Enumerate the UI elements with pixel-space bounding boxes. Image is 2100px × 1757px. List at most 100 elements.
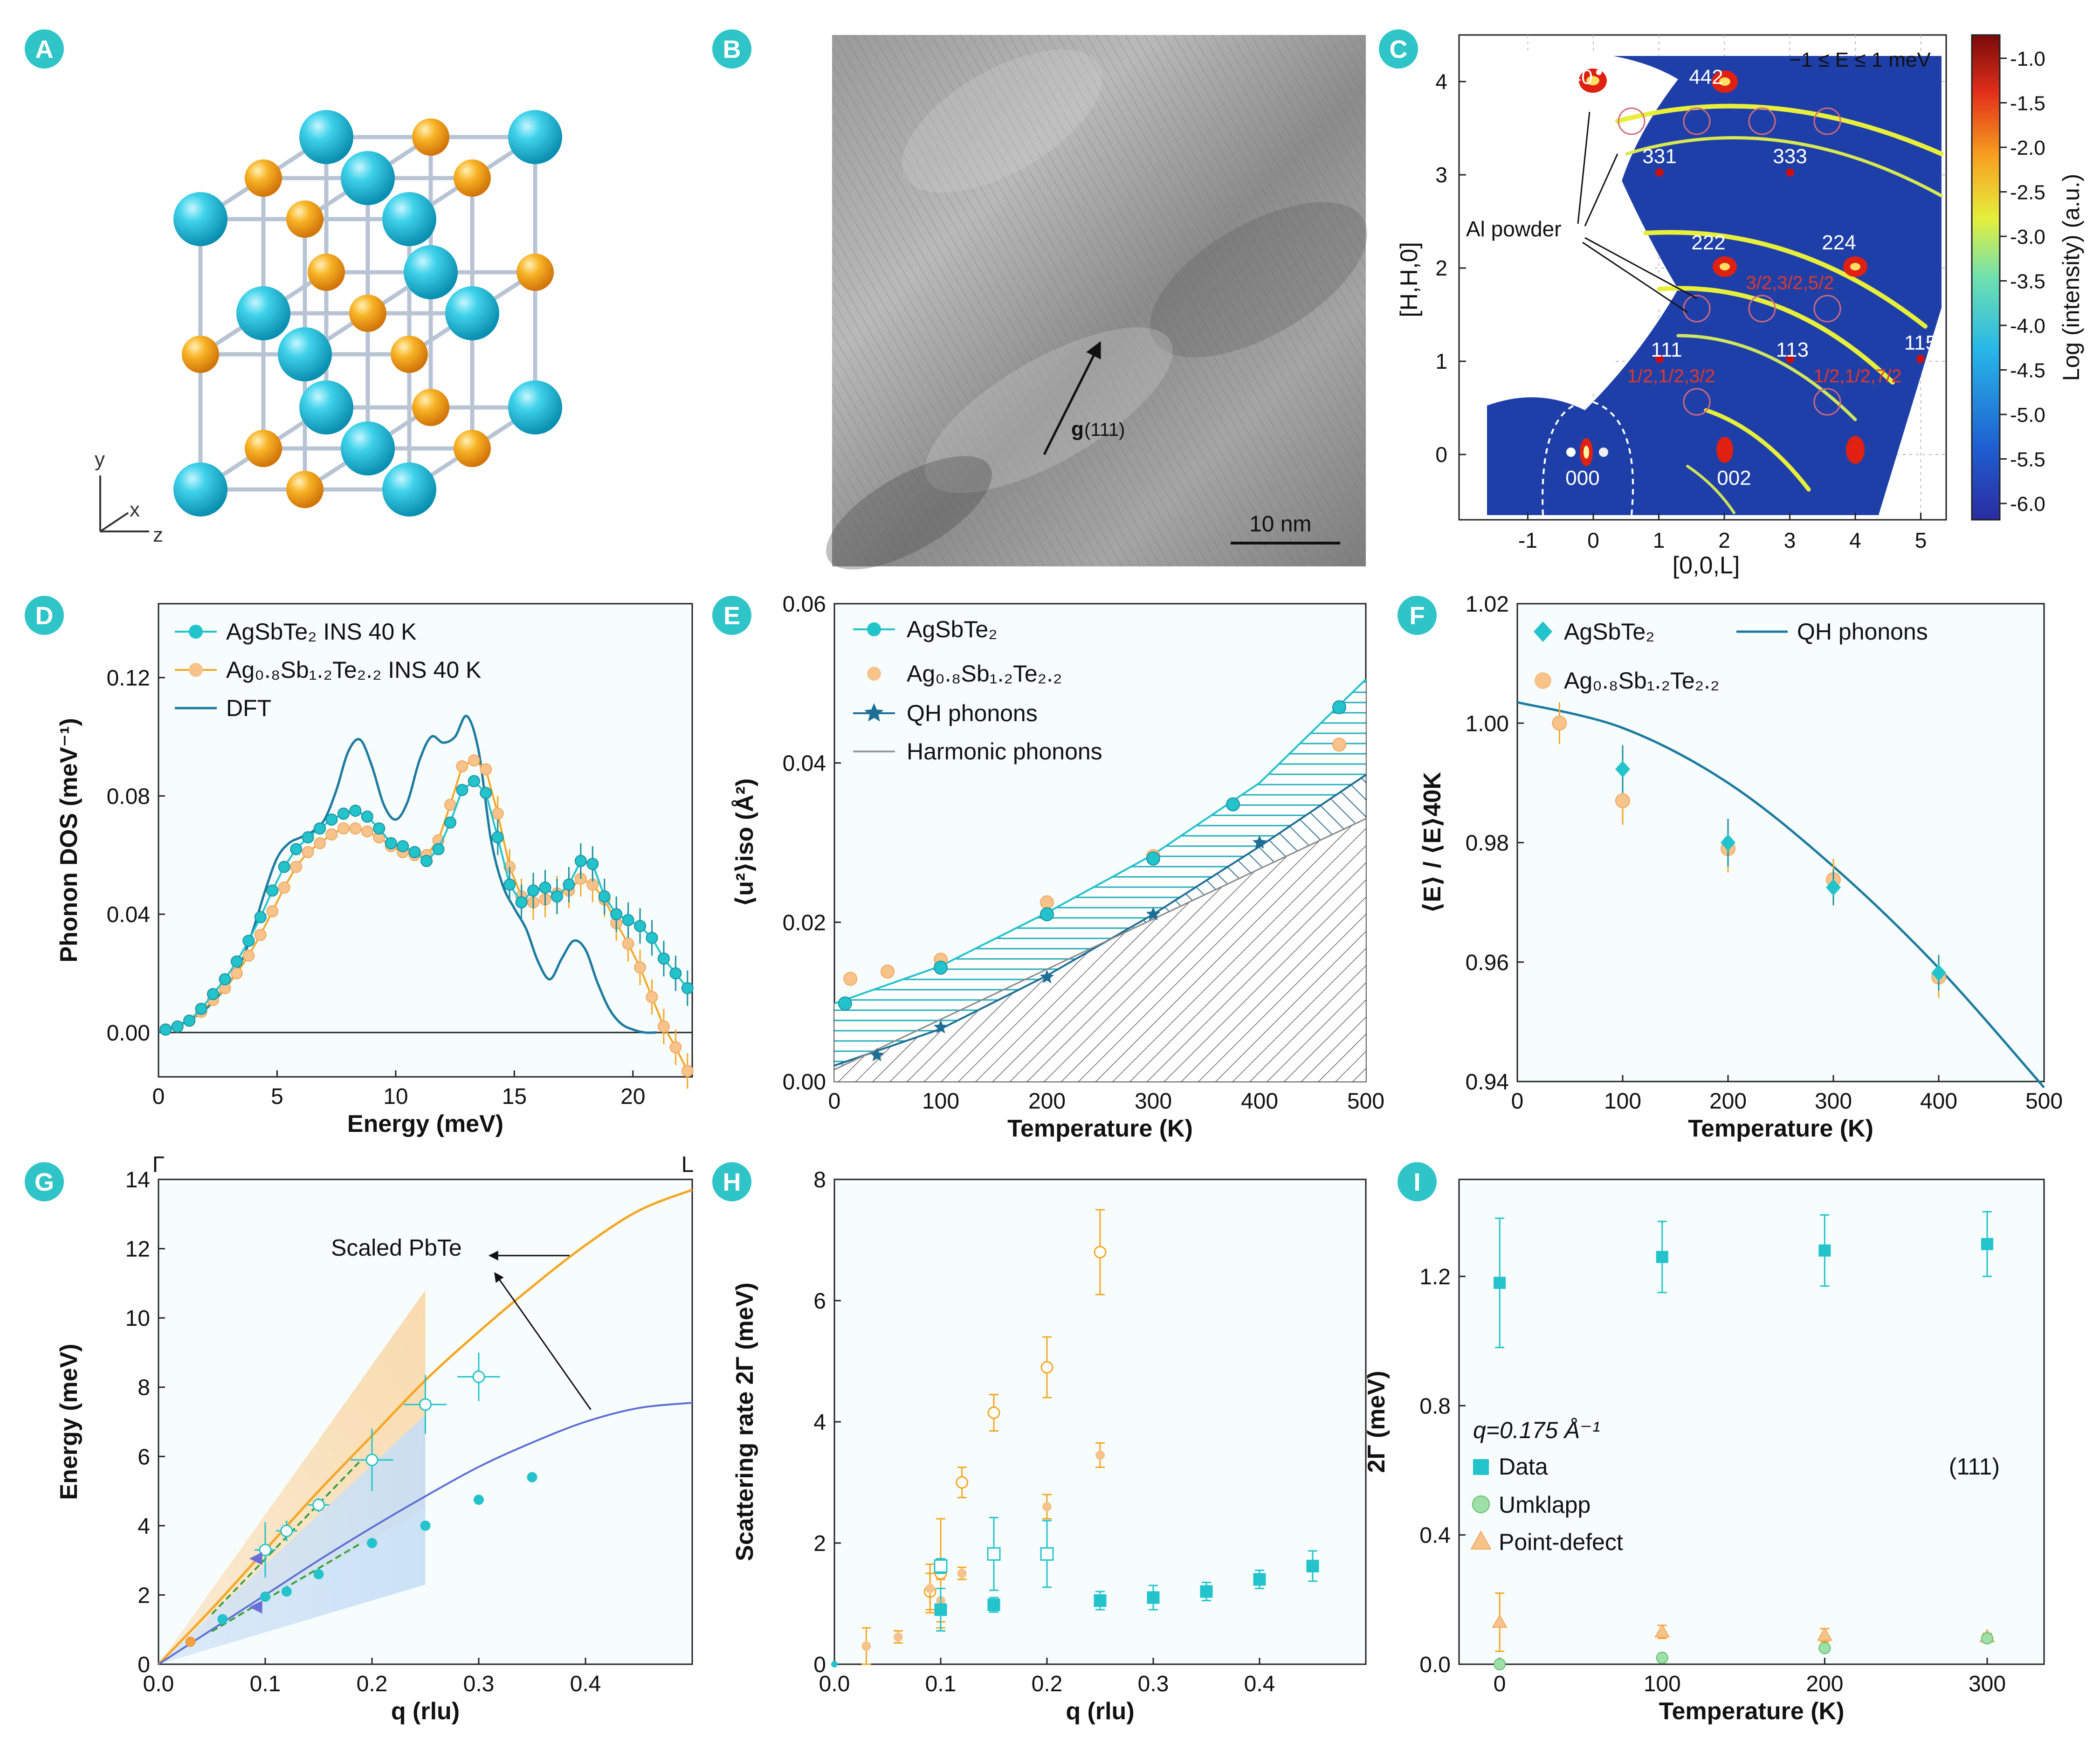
data-point — [1146, 851, 1160, 866]
peak-label: 222 — [1691, 231, 1725, 254]
data-point — [361, 810, 373, 823]
data-point — [1332, 700, 1346, 715]
panel-b: g (111) 10 nm — [826, 35, 1368, 570]
data-point — [420, 1520, 431, 1531]
data-point — [1040, 970, 1054, 984]
colorbar-tick-label: -1.0 — [2010, 48, 2045, 70]
uncertainty-band — [158, 1290, 426, 1664]
y-tick-label: 0 — [813, 1653, 826, 1677]
map-x-tick-label: 5 — [1915, 528, 1927, 552]
data-point — [551, 890, 563, 903]
peak-label: 331 — [1642, 145, 1676, 168]
data-point — [831, 1661, 838, 1667]
data-point — [314, 837, 326, 849]
data-point — [385, 837, 397, 849]
legend-label: AgSbTe₂ — [907, 616, 998, 642]
y-tick-label: 6 — [138, 1445, 150, 1469]
data-point — [1146, 907, 1161, 921]
te-atom — [382, 192, 436, 246]
y-tick-label: 2 — [813, 1531, 826, 1556]
legend-marker — [189, 625, 203, 639]
data-point — [259, 1543, 272, 1557]
panel-letter: G — [34, 1168, 54, 1196]
data-point — [314, 822, 326, 835]
data-point — [1042, 1502, 1052, 1511]
data-point — [1817, 1627, 1833, 1641]
half-integer-markers — [1618, 107, 1841, 416]
x-tick-label: 0.1 — [250, 1672, 281, 1696]
x-tick-label: 200 — [1806, 1672, 1843, 1696]
x-tick-label: 100 — [1604, 1089, 1641, 1114]
data-point — [1721, 834, 1735, 851]
data-point — [171, 1020, 184, 1033]
plot-area — [1458, 1178, 2045, 1665]
data-point — [491, 807, 504, 820]
data-point — [1332, 737, 1346, 752]
y-tick-label: 2 — [138, 1583, 150, 1608]
x-axis-label: q (rlu) — [391, 1698, 460, 1725]
data-point — [1094, 1594, 1107, 1607]
data-point — [1040, 1361, 1053, 1374]
legend-marker — [864, 703, 884, 722]
legend-label: AgSbTe₂ — [1564, 619, 1655, 645]
y-tick-label: 0.4 — [1419, 1523, 1451, 1548]
x-tick-label: 500 — [2025, 1089, 2063, 1114]
data-point — [337, 822, 350, 835]
data-point — [266, 905, 279, 917]
data-point — [1253, 1573, 1266, 1586]
anharmonic-region — [834, 679, 1366, 1066]
half-integer-label: 3/2,3/2,5/2 — [1746, 273, 1834, 293]
data-point — [249, 1552, 262, 1565]
colorbar-tick-label: -3.0 — [2010, 226, 2045, 248]
legend-label: Ag₀.₈Sb₁.₂Te₂.₂ — [907, 661, 1062, 687]
panel-letter: F — [1410, 602, 1425, 630]
map-x-tick-label: 0 — [1587, 528, 1599, 552]
data-point — [1981, 1238, 1993, 1250]
index-label: (111) — [1949, 1454, 2000, 1480]
x-tick-label: 400 — [1920, 1089, 1957, 1114]
data-point — [934, 1603, 947, 1616]
axis-y-label: y — [95, 448, 105, 471]
data-point — [260, 1592, 270, 1602]
y-tick-label: 0.08 — [107, 784, 150, 809]
y-tick-label: 0 — [138, 1653, 150, 1677]
y-tick-label: 0.00 — [783, 1070, 826, 1095]
map-x-label: [0,0,L] — [1673, 552, 1740, 579]
y-tick-label: 12 — [125, 1237, 150, 1262]
colorbar-tick-label: -2.0 — [2010, 137, 2045, 159]
y-axis-label: Scattering rate 2Γ (meV) — [731, 1282, 758, 1561]
map-x-tick-label: -1 — [1518, 528, 1537, 552]
colorbar-label: Log (intensity) (a.u.) — [2058, 174, 2084, 381]
chart-D: 0 5 10 15 20 0.00 0.04 0.08 0.12 Energy (meV) Phon… — [55, 603, 694, 1137]
map-y-tick-label: 1 — [1435, 349, 1447, 373]
data-point — [420, 854, 433, 867]
y-axis-label: Energy (meV) — [55, 1344, 83, 1500]
chart-H: 0.0 0.1 0.2 0.3 0.4 0 2 4 6 8 q (rlu) Scattering ra… — [731, 1168, 1367, 1725]
y-tick-label: 6 — [813, 1289, 826, 1314]
data-point — [278, 861, 290, 873]
te-atom — [173, 462, 227, 517]
data-point — [669, 967, 682, 979]
ag-sb-atom — [349, 295, 386, 332]
panel-badge — [712, 1162, 751, 1201]
data-point — [365, 1454, 379, 1467]
data-point — [474, 1495, 484, 1505]
annotation-arrow — [494, 1272, 592, 1410]
y-tick-label: 0.12 — [107, 666, 150, 691]
panel-a: y x z — [95, 110, 562, 546]
data-point — [657, 1020, 670, 1033]
x-axis-label: Temperature (K) — [1659, 1698, 1845, 1725]
x-tick-label: 5 — [271, 1084, 283, 1109]
data-point — [219, 973, 231, 985]
peak-label: 113 — [1776, 338, 1809, 361]
data-point — [361, 825, 373, 838]
colorbar-tick-label: -6.0 — [2010, 493, 2045, 516]
qh-line — [834, 774, 1367, 1067]
data-point — [302, 846, 314, 858]
data-point — [838, 996, 852, 1011]
data-point — [280, 1524, 293, 1537]
map-axis-ticks: -1 0 1 2 3 4 5 0 1 2 3 4 — [1435, 69, 1927, 552]
x-tick-label: 0.1 — [925, 1672, 957, 1696]
te-atom — [278, 327, 332, 381]
